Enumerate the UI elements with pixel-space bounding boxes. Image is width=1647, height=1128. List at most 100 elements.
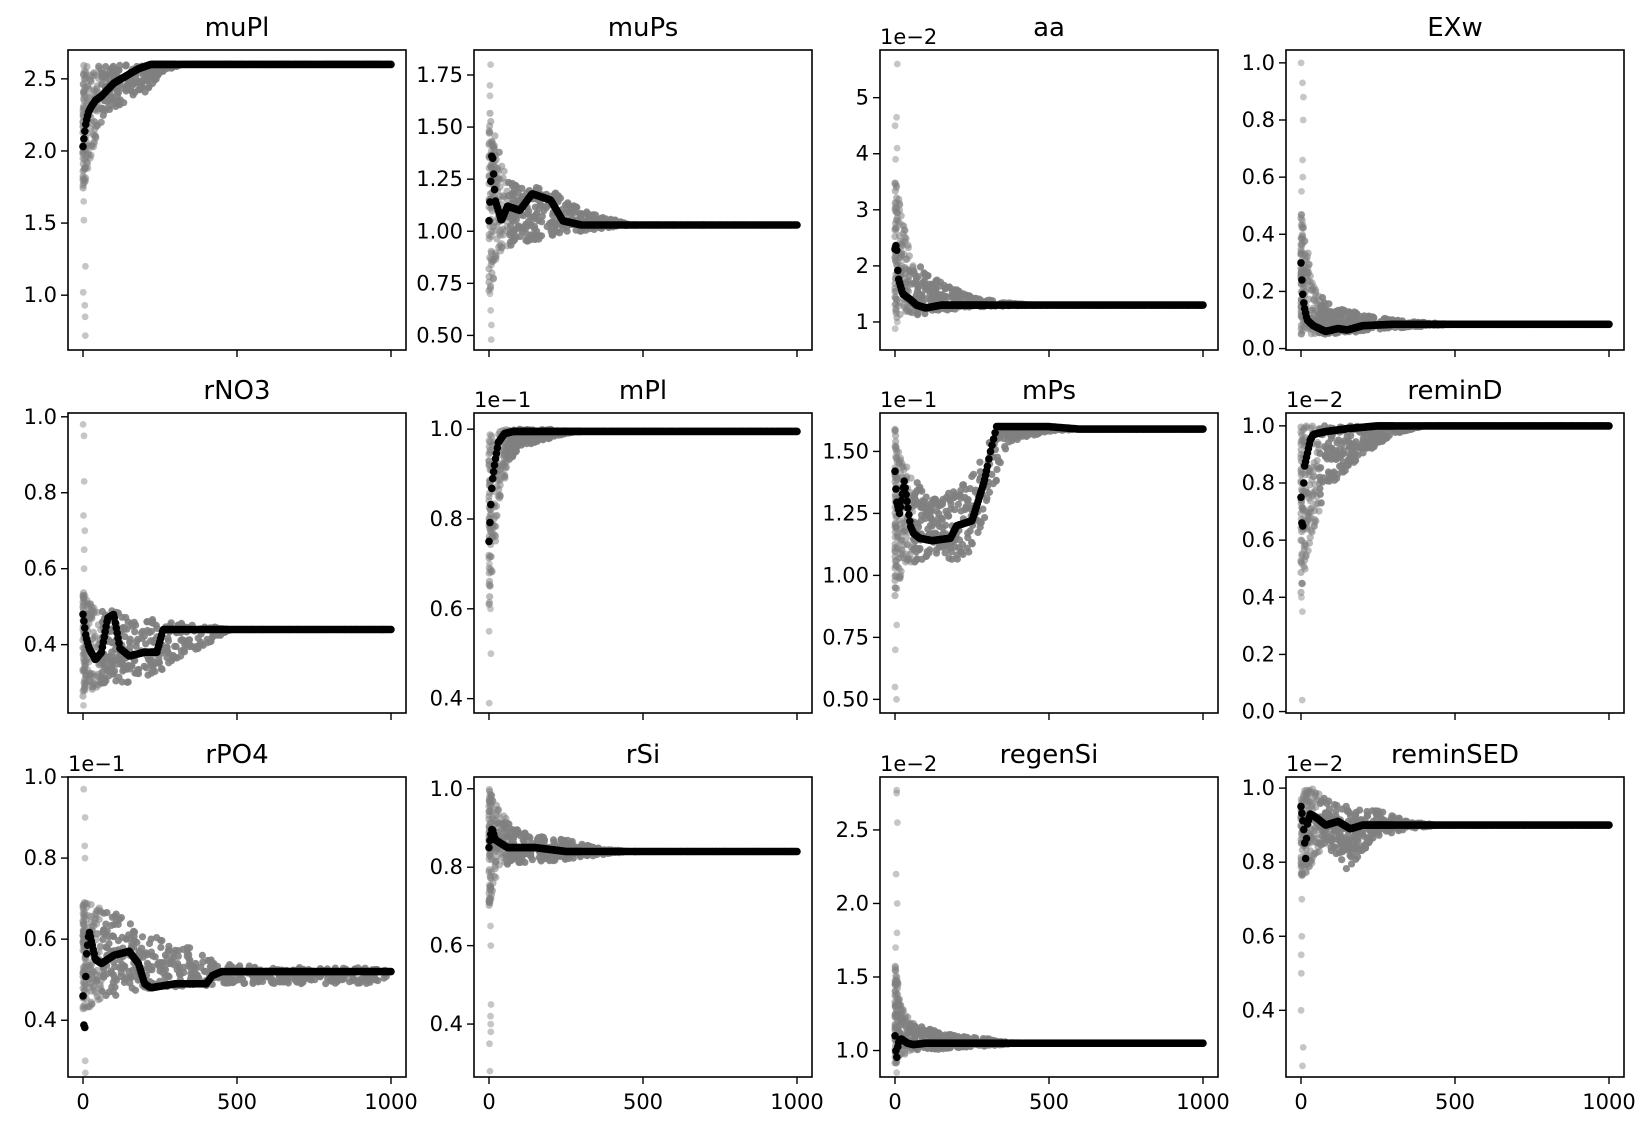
sample-point — [171, 642, 179, 651]
sample-point — [129, 78, 137, 86]
sample-point-outlier — [487, 336, 495, 343]
sample-point — [1297, 234, 1305, 242]
sample-point — [487, 282, 495, 290]
y-tick-label: 0.75 — [416, 271, 463, 295]
sample-point — [892, 225, 900, 233]
sample-point — [577, 210, 585, 218]
best-point — [487, 177, 495, 186]
sample-point-outlier — [486, 82, 494, 89]
y-tick-label: 5 — [856, 86, 869, 110]
sample-point — [81, 660, 89, 668]
sample-point-outlier — [80, 432, 88, 440]
sample-point — [164, 634, 172, 642]
best-point — [793, 221, 801, 229]
sample-point — [538, 212, 546, 220]
sample-point-outlier — [79, 288, 87, 296]
sample-point — [896, 201, 904, 209]
sample-point-outlier — [80, 198, 88, 205]
sample-point — [95, 64, 103, 72]
sample-point — [108, 64, 116, 72]
y-tick-label: 1.5 — [24, 211, 57, 235]
best-point — [1297, 259, 1305, 267]
sample-point — [90, 604, 98, 612]
sample-points — [485, 61, 801, 343]
sample-point — [487, 261, 495, 269]
sample-point-outlier — [80, 565, 88, 573]
y-tick-label: 0.50 — [416, 323, 463, 347]
sample-point — [493, 235, 501, 243]
sample-point — [92, 134, 100, 142]
best-point — [80, 617, 88, 625]
sample-point — [901, 233, 909, 241]
sample-point — [110, 70, 118, 78]
best-point — [1199, 301, 1207, 309]
sample-point — [132, 638, 141, 646]
sample-point — [508, 179, 516, 188]
sample-point-outlier — [891, 325, 899, 333]
sample-point — [508, 216, 516, 224]
best-point — [894, 266, 902, 275]
sample-point-outlier — [81, 301, 89, 309]
sample-point-outlier — [80, 478, 88, 485]
sample-point — [1332, 307, 1340, 315]
sample-point — [86, 154, 94, 162]
sample-point — [79, 167, 87, 175]
sample-point — [1320, 306, 1328, 314]
sample-point — [901, 226, 909, 235]
sample-point — [903, 255, 911, 263]
sample-point-outlier — [81, 686, 89, 694]
sample-points — [79, 421, 394, 709]
sample-point — [485, 129, 493, 137]
sample-point — [931, 285, 940, 294]
sample-point — [113, 660, 121, 668]
sample-point-outlier — [486, 290, 494, 298]
sample-point — [950, 287, 959, 295]
y-tick-label: 1.50 — [416, 115, 463, 139]
sample-point — [905, 273, 913, 281]
sample-point — [551, 227, 559, 235]
sample-point-outlier — [1299, 79, 1306, 87]
sample-point — [149, 619, 157, 627]
sample-point — [89, 72, 97, 80]
sample-point — [509, 195, 517, 203]
sample-point — [85, 94, 93, 102]
y-tick-label: 1.75 — [416, 63, 463, 87]
sample-point — [905, 266, 914, 274]
sample-point-outlier — [893, 60, 901, 68]
sample-point — [80, 95, 88, 103]
sample-point — [891, 179, 899, 188]
sample-point — [924, 272, 932, 280]
sample-point-outlier — [82, 176, 89, 184]
sample-point — [904, 244, 912, 252]
sample-points — [891, 60, 1206, 333]
y-tick-label: 1.0 — [24, 283, 57, 307]
sample-point — [1297, 214, 1305, 222]
sample-point — [85, 142, 93, 150]
y-tick-label: 0.8 — [1242, 108, 1275, 132]
sample-point — [1310, 295, 1318, 303]
sample-point — [495, 148, 503, 156]
sample-point — [1345, 308, 1353, 316]
y-tick-label: 2.5 — [24, 67, 57, 91]
y-tick-label: 1 — [856, 310, 869, 334]
sample-point — [136, 78, 144, 86]
sample-point — [535, 184, 543, 193]
sample-point — [485, 235, 493, 243]
sample-point-outlier — [1299, 116, 1307, 124]
sample-point — [892, 257, 900, 265]
sample-point — [92, 88, 100, 96]
sample-point — [88, 614, 96, 623]
best-point — [489, 170, 498, 178]
sample-point-outlier — [80, 702, 87, 709]
sample-point — [97, 118, 105, 126]
sample-point — [103, 667, 111, 675]
sample-point-outlier — [82, 262, 89, 270]
sample-point — [92, 122, 100, 131]
sample-point — [126, 635, 134, 643]
sample-point — [135, 86, 143, 94]
sample-point — [488, 227, 496, 236]
y-tick-label: 2 — [856, 254, 869, 278]
